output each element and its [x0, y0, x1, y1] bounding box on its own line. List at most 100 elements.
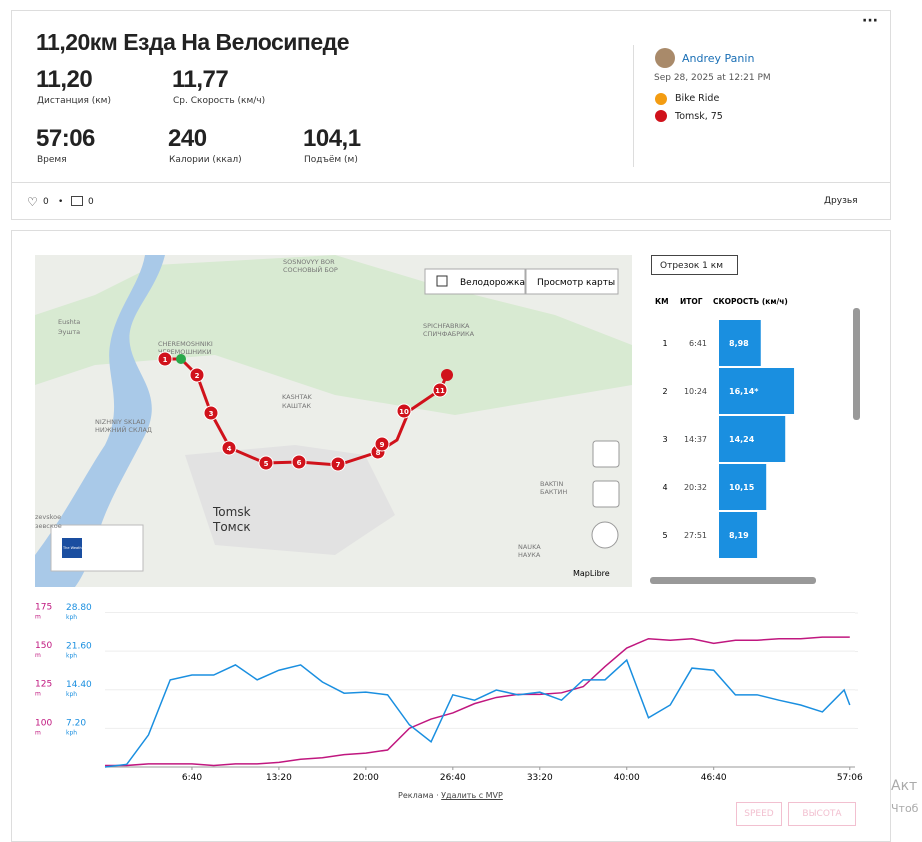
center[interactable] [592, 480, 620, 508]
dot: • [58, 197, 64, 207]
km-label: 6 [297, 459, 302, 467]
x-tick-label: 40:00 [614, 773, 640, 783]
x-tick-label: 13:20 [266, 773, 292, 783]
y2-unit: kph [66, 653, 77, 660]
button-label: Велодорожка [460, 278, 525, 288]
split-selector[interactable]: Отрезок 1 км [651, 255, 738, 275]
place-label: KASHTAK [282, 393, 313, 401]
km-label: 4 [227, 445, 232, 453]
split-km: 1 [662, 339, 667, 348]
like-icon[interactable]: ♡ [27, 195, 38, 209]
stat-value: 11,20 [36, 66, 93, 93]
km-label: 7 [336, 461, 341, 469]
split-time: 10:24 [684, 387, 707, 396]
stat-label: Время [37, 155, 67, 165]
comment-icon[interactable] [71, 196, 83, 206]
activity-type: Bike Ride [675, 93, 720, 104]
split-speed: 10,15 [729, 483, 755, 492]
user-name[interactable]: Andrey Panin [682, 52, 755, 65]
place-label: Tomsk [212, 505, 251, 519]
place-label: СОСНОВЫЙ БОР [283, 265, 338, 274]
km-label: 1 [163, 356, 168, 364]
place-label: zevskoe [35, 513, 61, 521]
speed-toggle[interactable]: SPEED [736, 802, 782, 826]
chart: 100m125m150m175m7.20kph14.40kph21.60kph2… [35, 602, 863, 783]
split-speed: 8,19 [729, 531, 749, 540]
split-speed: 14,24 [729, 435, 755, 444]
split-header: СКОРОСТЬ (км/ч) [713, 297, 788, 306]
split-bar [719, 368, 795, 414]
attribution: MapLibre [573, 569, 610, 578]
checkbox[interactable] [436, 275, 448, 287]
avatar [655, 48, 675, 68]
km-marker [189, 367, 205, 383]
fullscreen[interactable] [592, 440, 620, 468]
start [176, 354, 186, 364]
y2-tick-label: 21.60 [66, 642, 92, 652]
split-bar [719, 464, 767, 510]
place-label: NAUKA [518, 543, 541, 551]
stat-label: Дистанция (км) [37, 96, 111, 106]
stat-label: Калории (ккал) [169, 155, 242, 165]
split-km: 2 [662, 387, 667, 396]
km-marker [203, 405, 219, 421]
km-label: 11 [435, 387, 445, 395]
split-speed: 16,14* [729, 387, 759, 396]
splits: КМ ИТОГ СКОРОСТЬ (км/ч) 1 6:41 8,98 2 10:24 16,1… [650, 297, 860, 584]
split-bar [719, 320, 761, 366]
menu-dots[interactable]: ··· [862, 13, 878, 29]
comments: 0 [88, 197, 94, 207]
y2-unit: kph [66, 614, 77, 621]
km-label: 3 [209, 410, 214, 418]
scrollbar[interactable] [853, 308, 860, 420]
km-marker [432, 382, 448, 398]
map: Велодорожка Просмотр карты The Weather C… [35, 255, 632, 587]
title: 11,20км Езда На Велосипеде [36, 29, 350, 55]
compass[interactable] [591, 521, 619, 549]
place-label: СПИЧФАБРИКА [423, 330, 475, 338]
km-marker [157, 351, 173, 367]
split-time: 20:32 [684, 483, 707, 492]
date: Sep 28, 2025 at 12:21 PM [654, 73, 771, 83]
x-tick-label: 46:40 [701, 773, 727, 783]
likes: 0 [43, 197, 49, 207]
place-label: Эушта [58, 328, 80, 336]
activity-card: ··· 11,20км Езда На Велосипеде 11,20 Дис… [11, 10, 891, 220]
overlay-text: Чтоб [891, 802, 919, 815]
place-label: NIZHNIY SKLAD [95, 418, 146, 426]
y2-tick-label: 7.20 [66, 719, 86, 729]
scrollbar[interactable] [650, 577, 816, 584]
stat-label: Подъём (м) [304, 155, 358, 165]
visibility[interactable]: Друзья [824, 196, 858, 206]
ad: Реклама [398, 791, 434, 800]
remove-ads[interactable]: Удалить с MVP [441, 791, 503, 800]
place-label: НИЖНИЙ СКЛАД [95, 425, 152, 434]
location: Tomsk, 75 [675, 111, 723, 122]
split-time: 27:51 [684, 531, 707, 540]
km-marker [374, 436, 390, 452]
x-tick-label: 6:40 [182, 773, 202, 783]
place-label: CHEREMOSHNIKI [158, 340, 213, 348]
bike-lane-toggle[interactable] [424, 268, 526, 295]
series-line [105, 636, 850, 767]
km-label: 2 [195, 372, 200, 380]
km-marker [396, 403, 412, 419]
map-view-button[interactable] [525, 268, 619, 295]
y-unit: m [35, 613, 41, 620]
place-label: SPICHFABRIKA [423, 322, 470, 330]
x-tick-label: 33:20 [527, 773, 553, 783]
km-marker [291, 454, 307, 470]
x-tick-label: 20:00 [353, 773, 379, 783]
split-bar [719, 512, 758, 558]
y-tick-label: 175 [35, 602, 52, 612]
elevation-toggle[interactable]: ВЫСОТА [788, 802, 856, 826]
km-label: 10 [399, 408, 409, 416]
km-label: 8 [376, 449, 381, 457]
place-label: БАКТИН [540, 488, 567, 496]
divider [633, 45, 634, 167]
km-label: 5 [264, 460, 269, 468]
split-time: 14:37 [684, 435, 707, 444]
river [35, 255, 165, 587]
y2-unit: kph [66, 691, 77, 698]
weather-label: The Weather Channel [62, 546, 101, 550]
